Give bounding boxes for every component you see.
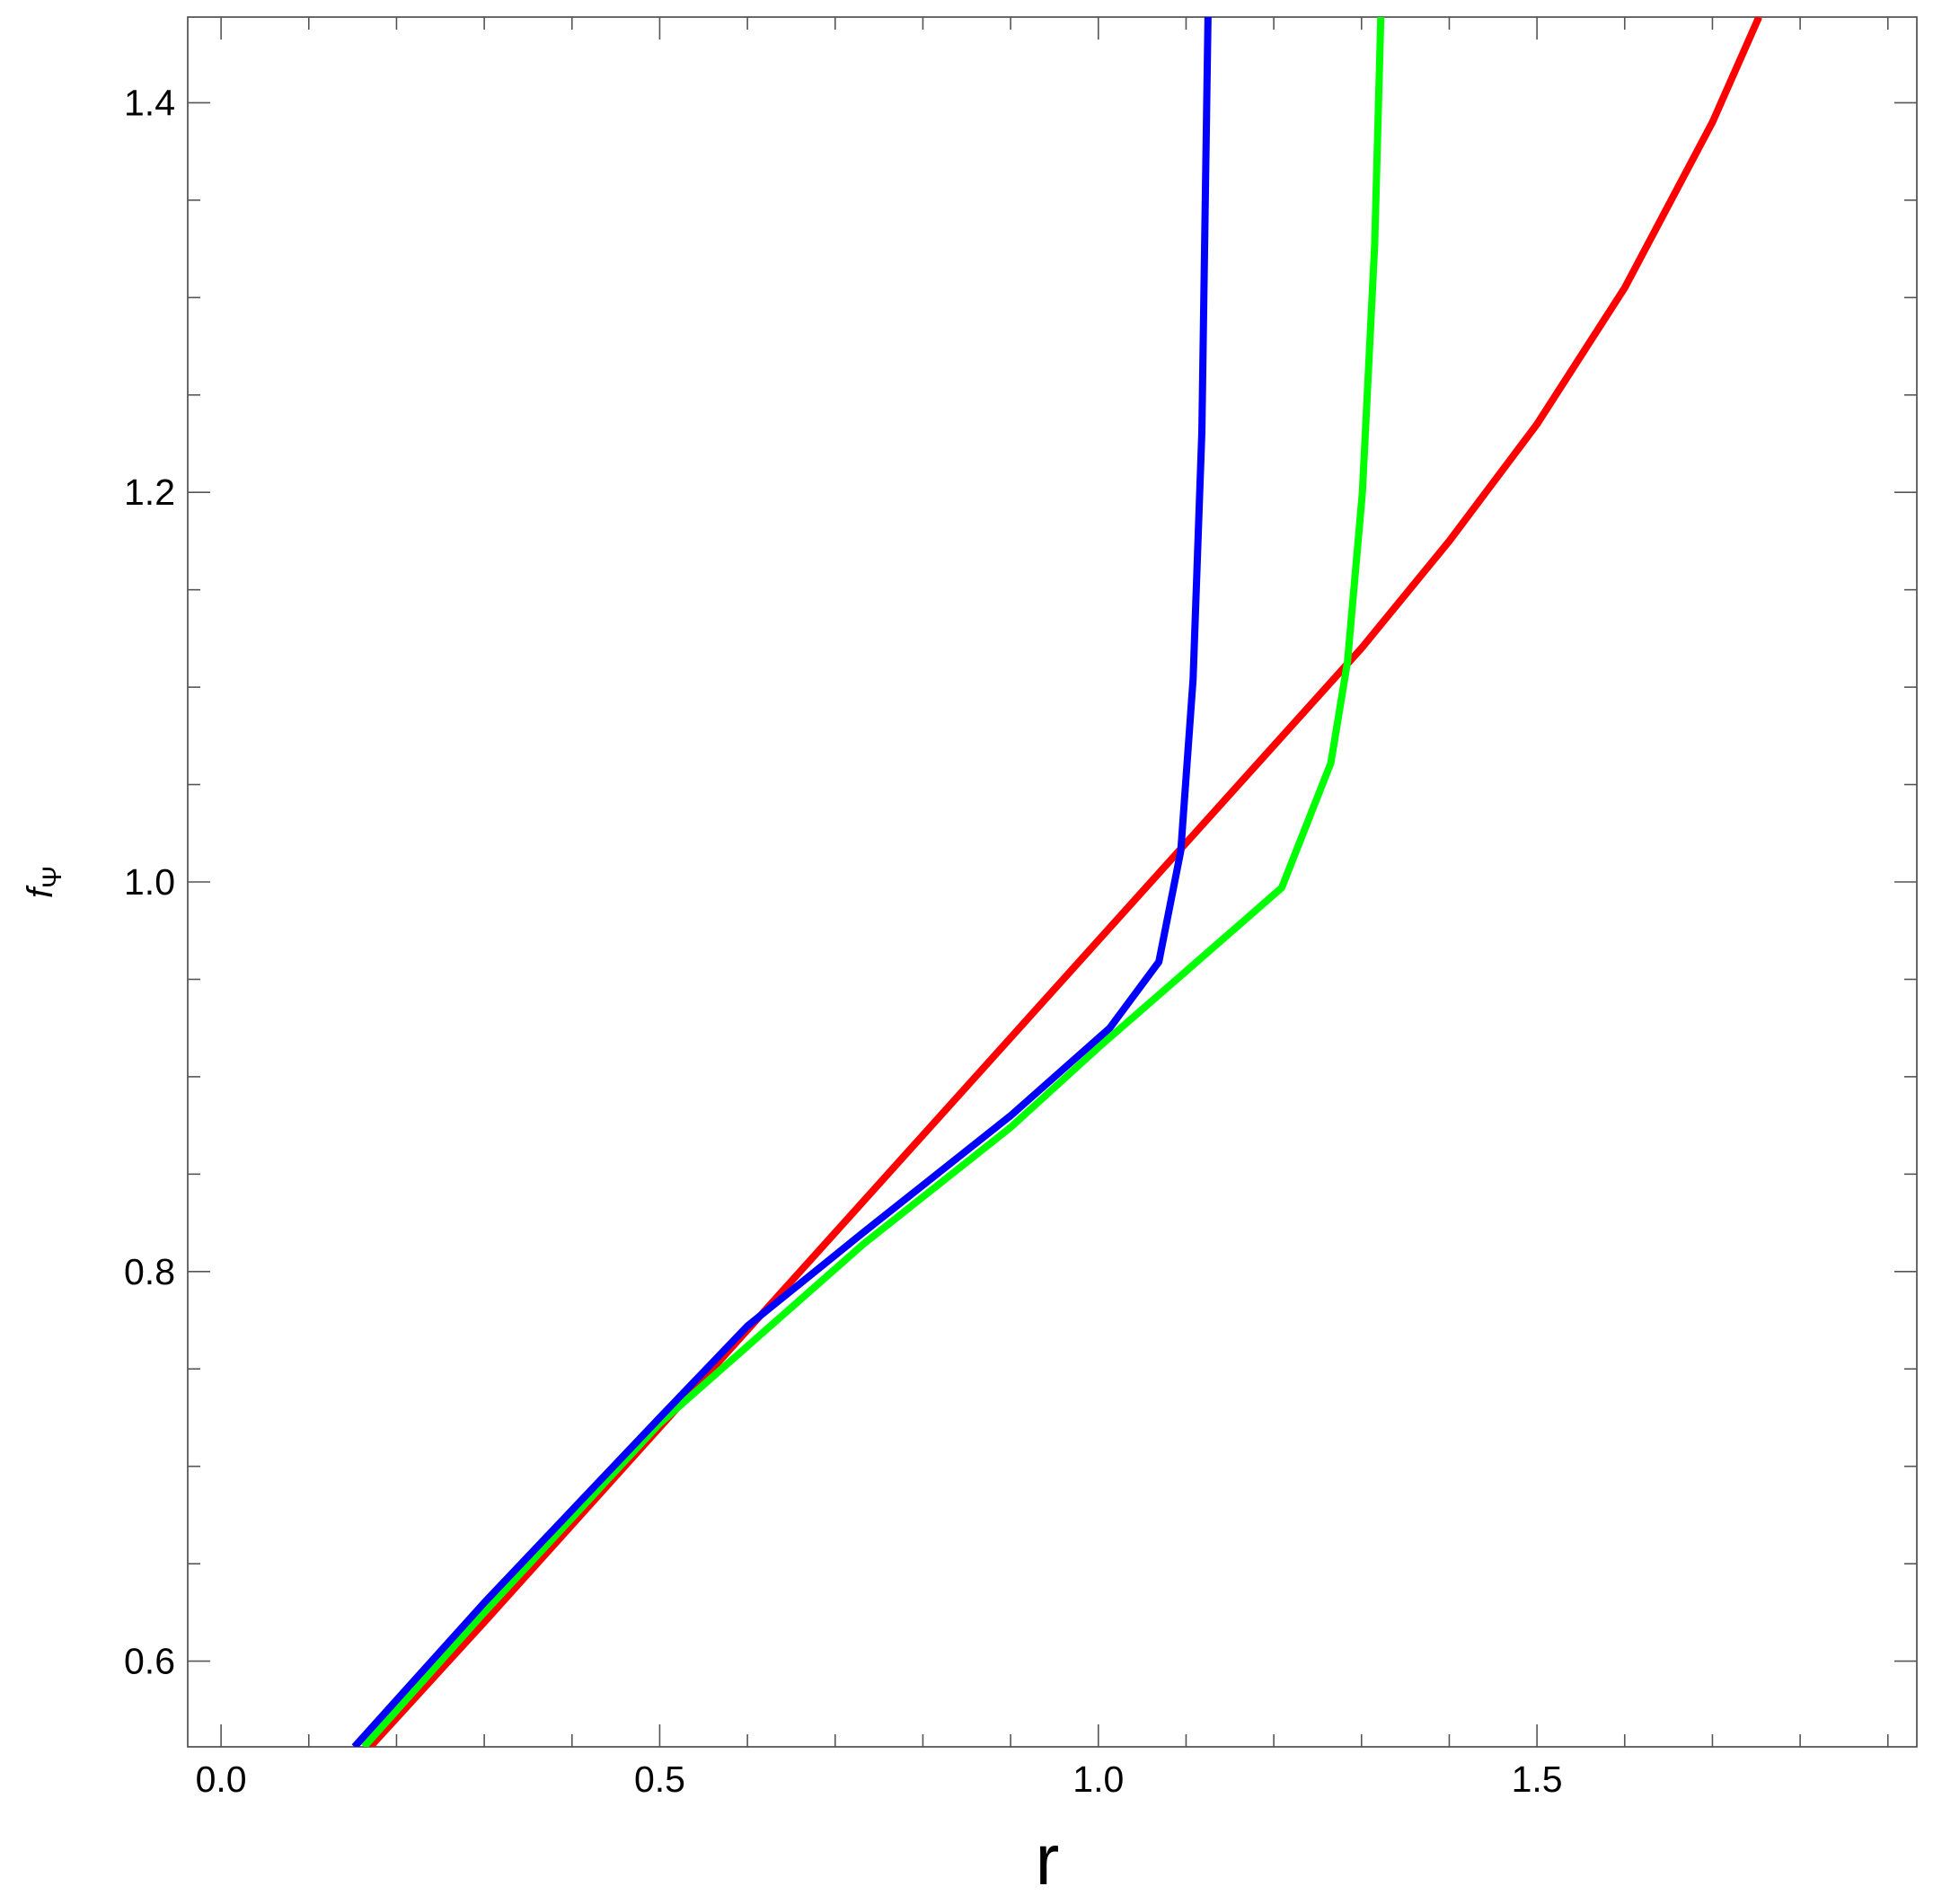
y-axis-label-subscript: Ψ <box>38 866 67 888</box>
x-axis-label: r <box>1036 1820 1060 1900</box>
x-tick-label: 0.0 <box>196 1759 247 1800</box>
y-tick-label: 0.6 <box>124 1641 175 1682</box>
x-tick-label: 1.5 <box>1512 1759 1563 1800</box>
series-line <box>367 17 1762 1747</box>
plot-area <box>351 17 1762 1747</box>
plot-frame <box>187 16 1918 1748</box>
y-tick-label: 1.2 <box>124 472 175 513</box>
y-tick-label: 0.8 <box>124 1251 175 1292</box>
y-axis-label: fΨ <box>21 866 67 898</box>
y-tick-label: 1.0 <box>124 861 175 903</box>
series-line <box>361 17 1385 1747</box>
x-tick-label: 0.5 <box>634 1759 685 1800</box>
y-tick-label: 1.4 <box>124 82 175 123</box>
x-tick-label: 1.0 <box>1072 1759 1124 1800</box>
series-line <box>351 17 1212 1747</box>
